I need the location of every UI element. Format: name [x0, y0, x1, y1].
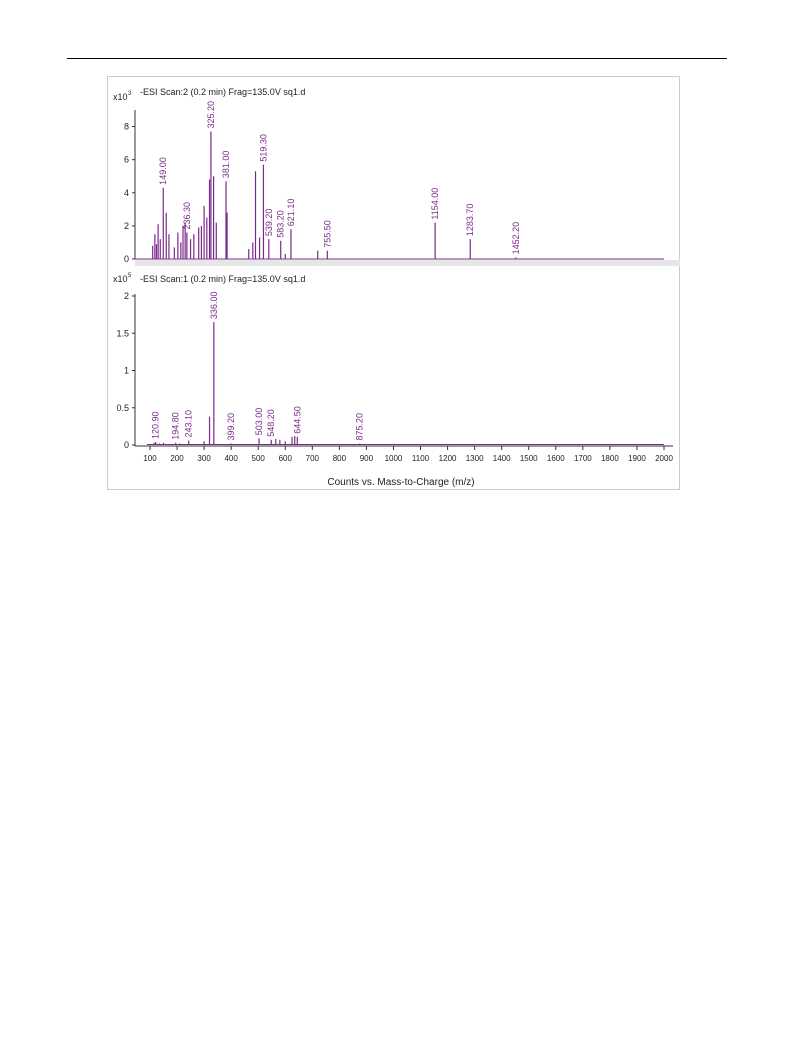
page-header-rule — [67, 58, 727, 59]
peak-label: 621.10 — [286, 199, 296, 227]
bottom-peaks — [153, 322, 361, 445]
peak-label: 519.30 — [258, 134, 268, 162]
x-tick-label: 300 — [197, 454, 211, 463]
y-tick-label: 2 — [124, 291, 129, 301]
peak-label: 503.00 — [254, 408, 264, 436]
x-tick-label: 1500 — [520, 454, 538, 463]
mass-spectrum-chart: x10 3 -ESI Scan:2 (0.2 min) Frag=135.0V … — [107, 76, 680, 490]
x-tick-label: 1300 — [466, 454, 484, 463]
peak-label: 1452.20 — [511, 222, 521, 255]
peak-label: 539.20 — [264, 209, 274, 237]
bottom-x-ticks: 100 200 300 400 500 600 700 800 900 1000 1100 1200 1… — [143, 446, 673, 463]
bottom-spectrum-panel: x10 5 -ESI Scan:1 (0.2 min) Frag=135.0V … — [113, 273, 673, 488]
x-tick-label: 1800 — [601, 454, 619, 463]
bottom-y-ticks: 0 0.5 1 1.5 2 — [116, 291, 135, 450]
top-y-multiplier: x10 — [113, 92, 128, 102]
peak-label: 399.20 — [226, 413, 236, 441]
top-spectrum-title: -ESI Scan:2 (0.2 min) Frag=135.0V sq1.d — [140, 87, 305, 97]
x-tick-label: 500 — [252, 454, 266, 463]
y-tick-label: 0 — [124, 254, 129, 264]
x-axis-title: Counts vs. Mass-to-Charge (m/z) — [327, 477, 474, 488]
peak-label: 120.90 — [151, 411, 161, 439]
peak-label: 875.20 — [355, 413, 365, 441]
peak-label: 236.30 — [182, 202, 192, 230]
peak-label: 755.50 — [322, 220, 332, 248]
x-tick-label: 1200 — [439, 454, 457, 463]
x-tick-label: 200 — [170, 454, 184, 463]
x-tick-label: 1900 — [628, 454, 646, 463]
peak-label: 149.00 — [158, 157, 168, 185]
top-peaks — [152, 131, 517, 259]
peak-label: 194.80 — [171, 412, 181, 440]
bottom-y-exponent: 5 — [128, 273, 132, 279]
figure-frame — [107, 76, 680, 490]
y-tick-label: 1.5 — [116, 328, 129, 338]
x-tick-label: 1100 — [412, 454, 430, 463]
peak-label: 548.20 — [266, 409, 276, 437]
peak-label: 1154.00 — [430, 188, 440, 220]
peak-label: 243.10 — [184, 410, 194, 438]
y-tick-label: 0 — [124, 440, 129, 450]
y-tick-label: 8 — [124, 122, 129, 132]
bottom-peak-labels: 120.90 194.80 243.10 336.00 399.20 503.00 548.… — [151, 292, 365, 441]
peak-label: 336.00 — [209, 292, 219, 320]
panel-divider — [135, 260, 680, 266]
peak-label: 583.20 — [276, 210, 286, 238]
top-peak-labels: 149.00 236.30 325.20 381.00 519.30 539.20 583.… — [158, 101, 521, 254]
peak-label: 325.20 — [206, 101, 216, 129]
mass-spectrum-figure: x10 3 -ESI Scan:2 (0.2 min) Frag=135.0V … — [107, 76, 680, 490]
top-y-ticks: 0 2 4 6 8 — [124, 122, 135, 264]
x-tick-label: 1700 — [574, 454, 592, 463]
top-y-exponent: 3 — [128, 91, 132, 97]
x-tick-label: 2000 — [655, 454, 673, 463]
peak-label: 381.00 — [221, 151, 231, 179]
x-tick-label: 800 — [333, 454, 347, 463]
x-tick-label: 1600 — [547, 454, 565, 463]
x-tick-label: 700 — [306, 454, 320, 463]
y-tick-label: 2 — [124, 221, 129, 231]
y-tick-label: 4 — [124, 188, 129, 198]
x-tick-label: 400 — [224, 454, 238, 463]
top-spectrum-panel: x10 3 -ESI Scan:2 (0.2 min) Frag=135.0V … — [113, 87, 664, 264]
y-tick-label: 0.5 — [116, 403, 129, 413]
peak-label: 1283.70 — [465, 204, 475, 237]
x-tick-label: 100 — [143, 454, 157, 463]
y-tick-label: 6 — [124, 155, 129, 165]
y-tick-label: 1 — [124, 366, 129, 376]
x-tick-label: 600 — [279, 454, 293, 463]
bottom-spectrum-title: -ESI Scan:1 (0.2 min) Frag=135.0V sq1.d — [140, 274, 305, 284]
bottom-y-multiplier: x10 — [113, 274, 128, 284]
x-tick-label: 1000 — [385, 454, 403, 463]
x-tick-label: 900 — [360, 454, 374, 463]
x-tick-label: 1400 — [493, 454, 511, 463]
peak-label: 644.50 — [292, 406, 302, 434]
